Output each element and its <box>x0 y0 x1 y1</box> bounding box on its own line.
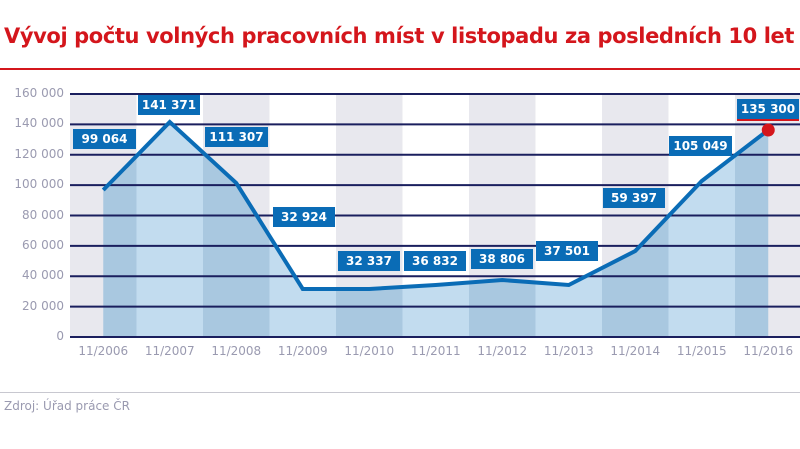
data-label: 111 307 <box>205 127 268 147</box>
data-label: 141 371 <box>138 95 200 115</box>
x-tick-label: 11/2013 <box>543 344 594 358</box>
title-divider <box>0 68 800 70</box>
x-tick-label: 11/2011 <box>410 344 461 358</box>
highlight-dot <box>761 123 775 137</box>
x-tick-label: 11/2010 <box>344 344 395 358</box>
y-tick-label: 80 000 <box>22 207 64 222</box>
gridlines <box>70 93 800 338</box>
x-tick-label: 11/2016 <box>743 344 794 358</box>
data-label: 59 397 <box>603 188 665 208</box>
x-tick-label: 11/2015 <box>676 344 727 358</box>
x-tick-label: 11/2007 <box>144 344 195 358</box>
chart-title: Vývoj počtu volných pracovních míst v li… <box>4 24 795 48</box>
data-label: 99 064 <box>73 129 136 149</box>
data-line <box>101 119 770 291</box>
x-tick-label: 11/2009 <box>277 344 328 358</box>
y-tick-label: 140 000 <box>14 116 64 131</box>
data-label: 32 337 <box>338 251 400 271</box>
x-tick-label: 11/2006 <box>78 344 129 358</box>
x-tick-label: 11/2012 <box>477 344 528 358</box>
data-label: 32 924 <box>273 207 335 227</box>
y-tick-label: 100 000 <box>14 177 64 192</box>
y-tick-label: 60 000 <box>22 237 64 252</box>
source-divider <box>0 392 800 393</box>
y-tick-label: 160 000 <box>14 86 64 100</box>
y-tick-label: 20 000 <box>22 298 64 313</box>
y-tick-label: 120 000 <box>14 146 64 161</box>
data-label: 38 806 <box>471 249 533 269</box>
data-label: 105 049 <box>669 136 732 156</box>
x-tick-label: 11/2008 <box>211 344 262 358</box>
data-label: 36 832 <box>404 251 466 271</box>
data-label: 135 300 <box>737 99 799 121</box>
y-tick-label: 0 <box>56 329 64 343</box>
data-label: 37 501 <box>536 241 598 261</box>
source-text: Zdroj: Úřad práce ČR <box>4 399 130 413</box>
x-tick-label: 11/2014 <box>610 344 661 358</box>
y-tick-label: 40 000 <box>22 268 64 283</box>
